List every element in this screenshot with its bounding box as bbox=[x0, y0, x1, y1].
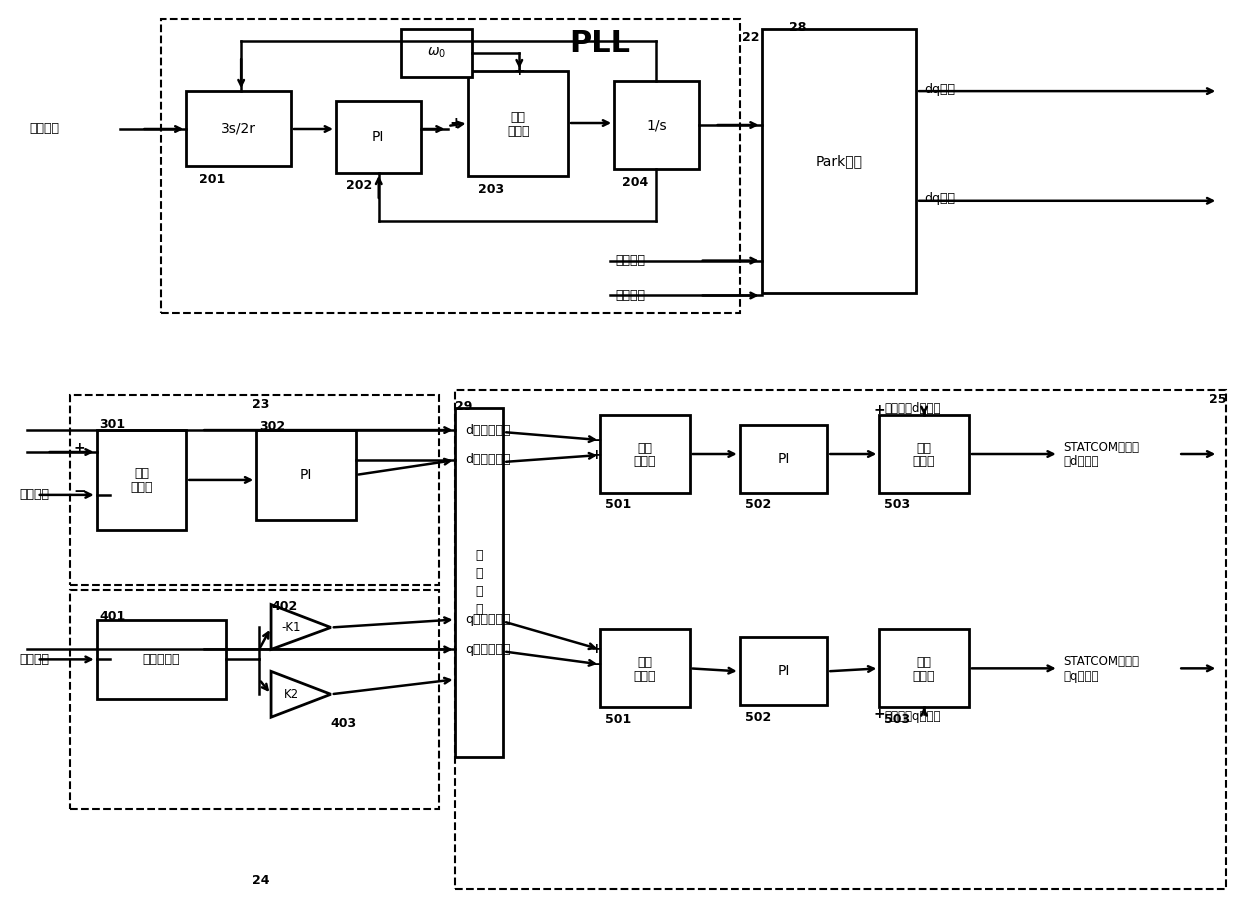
Text: 加法器: 加法器 bbox=[130, 482, 152, 494]
Text: 1/s: 1/s bbox=[646, 118, 667, 132]
Text: 压d轴分量: 压d轴分量 bbox=[1063, 455, 1099, 469]
Bar bbox=[468, 71, 569, 175]
Text: 29: 29 bbox=[456, 400, 473, 413]
Text: 25: 25 bbox=[1209, 393, 1227, 406]
Text: +: + bbox=[74, 441, 85, 455]
Text: K2: K2 bbox=[284, 687, 299, 701]
Text: 三相电压: 三相电压 bbox=[30, 122, 59, 135]
Bar bbox=[456, 409, 503, 757]
Bar bbox=[600, 415, 690, 493]
Bar bbox=[186, 91, 291, 165]
Text: −: − bbox=[590, 657, 602, 672]
Text: 401: 401 bbox=[99, 610, 126, 622]
Text: −: − bbox=[73, 484, 85, 499]
Text: 压q轴分量: 压q轴分量 bbox=[1063, 670, 1099, 683]
Text: 23: 23 bbox=[253, 399, 270, 411]
Text: 第三: 第三 bbox=[637, 441, 653, 454]
Bar bbox=[880, 630, 969, 707]
Text: +: + bbox=[873, 707, 885, 721]
Text: 403: 403 bbox=[331, 717, 357, 730]
Bar bbox=[97, 430, 186, 530]
Text: PI: PI bbox=[372, 130, 384, 144]
Text: 电压前馈d轴分量: 电压前馈d轴分量 bbox=[885, 401, 940, 415]
Text: +: + bbox=[449, 115, 462, 131]
Bar bbox=[69, 590, 439, 809]
Text: 第四: 第四 bbox=[917, 656, 932, 669]
Bar bbox=[762, 29, 916, 293]
Text: 第二: 第二 bbox=[510, 111, 525, 124]
Text: 三相电流: 三相电流 bbox=[615, 289, 646, 302]
Polygon shape bbox=[271, 604, 331, 650]
Text: 电压前馈q轴分量: 电压前馈q轴分量 bbox=[885, 709, 940, 723]
Text: 第一: 第一 bbox=[134, 467, 149, 481]
Text: 第三: 第三 bbox=[637, 656, 653, 669]
Bar bbox=[256, 430, 356, 520]
Text: 302: 302 bbox=[259, 420, 285, 433]
Text: STATCOM控制电: STATCOM控制电 bbox=[1063, 654, 1140, 668]
Text: 503: 503 bbox=[885, 713, 911, 727]
Bar bbox=[615, 81, 699, 169]
Text: 3s/2r: 3s/2r bbox=[221, 122, 256, 135]
Text: 矢
量
合
成: 矢 量 合 成 bbox=[476, 549, 483, 616]
Text: PI: PI bbox=[300, 468, 312, 482]
Text: 28: 28 bbox=[789, 21, 807, 35]
Text: +: + bbox=[873, 403, 885, 417]
Text: 501: 501 bbox=[605, 498, 632, 511]
Text: 加法器: 加法器 bbox=[633, 670, 657, 683]
Text: 22: 22 bbox=[742, 31, 760, 44]
Text: 转速偏差: 转速偏差 bbox=[20, 653, 50, 666]
Bar bbox=[400, 29, 472, 77]
Text: 502: 502 bbox=[745, 498, 771, 511]
Text: 301: 301 bbox=[99, 418, 125, 431]
Text: 501: 501 bbox=[605, 713, 632, 727]
Text: STATCOM控制电: STATCOM控制电 bbox=[1063, 441, 1140, 453]
Text: 第四: 第四 bbox=[917, 441, 932, 454]
Text: 加法器: 加法器 bbox=[913, 455, 935, 469]
Text: 加法器: 加法器 bbox=[913, 670, 935, 683]
Text: 直流电压: 直流电压 bbox=[20, 488, 50, 502]
Text: 三相电压: 三相电压 bbox=[615, 254, 646, 267]
Text: 加法器: 加法器 bbox=[633, 455, 657, 469]
Polygon shape bbox=[271, 672, 331, 717]
Bar bbox=[97, 620, 227, 699]
Text: +: + bbox=[590, 643, 602, 656]
Text: Park变换: Park变换 bbox=[815, 154, 862, 168]
Bar bbox=[600, 630, 690, 707]
Text: d轴电流反馈: d轴电流反馈 bbox=[466, 423, 510, 437]
Text: $\omega_0$: $\omega_0$ bbox=[427, 46, 446, 60]
Text: 202: 202 bbox=[346, 179, 372, 192]
Text: 201: 201 bbox=[199, 173, 225, 186]
Text: PI: PI bbox=[777, 664, 789, 678]
Text: q轴电流指令: q轴电流指令 bbox=[466, 613, 510, 626]
Bar bbox=[161, 19, 740, 314]
Text: 402: 402 bbox=[271, 600, 297, 612]
Text: 204: 204 bbox=[622, 175, 648, 189]
Text: −: − bbox=[590, 432, 602, 448]
Text: +: + bbox=[590, 448, 602, 462]
Bar bbox=[456, 390, 1227, 888]
Text: q轴电流反馈: q轴电流反馈 bbox=[466, 643, 510, 656]
Text: dq电压: dq电压 bbox=[924, 82, 955, 96]
Text: 503: 503 bbox=[885, 498, 911, 511]
Text: +: + bbox=[513, 64, 525, 79]
Text: 加法器: 加法器 bbox=[507, 125, 529, 138]
Text: PI: PI bbox=[777, 452, 789, 466]
Text: PLL: PLL bbox=[570, 28, 631, 58]
Bar bbox=[740, 425, 828, 493]
Text: -K1: -K1 bbox=[281, 621, 301, 633]
Text: 24: 24 bbox=[253, 874, 270, 887]
Text: 203: 203 bbox=[478, 183, 504, 196]
Text: d轴电流指令: d轴电流指令 bbox=[466, 453, 510, 466]
Bar bbox=[336, 101, 420, 173]
Text: 高通滤波器: 高通滤波器 bbox=[142, 653, 180, 666]
Bar bbox=[740, 637, 828, 706]
Bar bbox=[69, 395, 439, 585]
Text: dq电流: dq电流 bbox=[924, 192, 955, 206]
Bar bbox=[880, 415, 969, 493]
Text: 502: 502 bbox=[745, 711, 771, 724]
